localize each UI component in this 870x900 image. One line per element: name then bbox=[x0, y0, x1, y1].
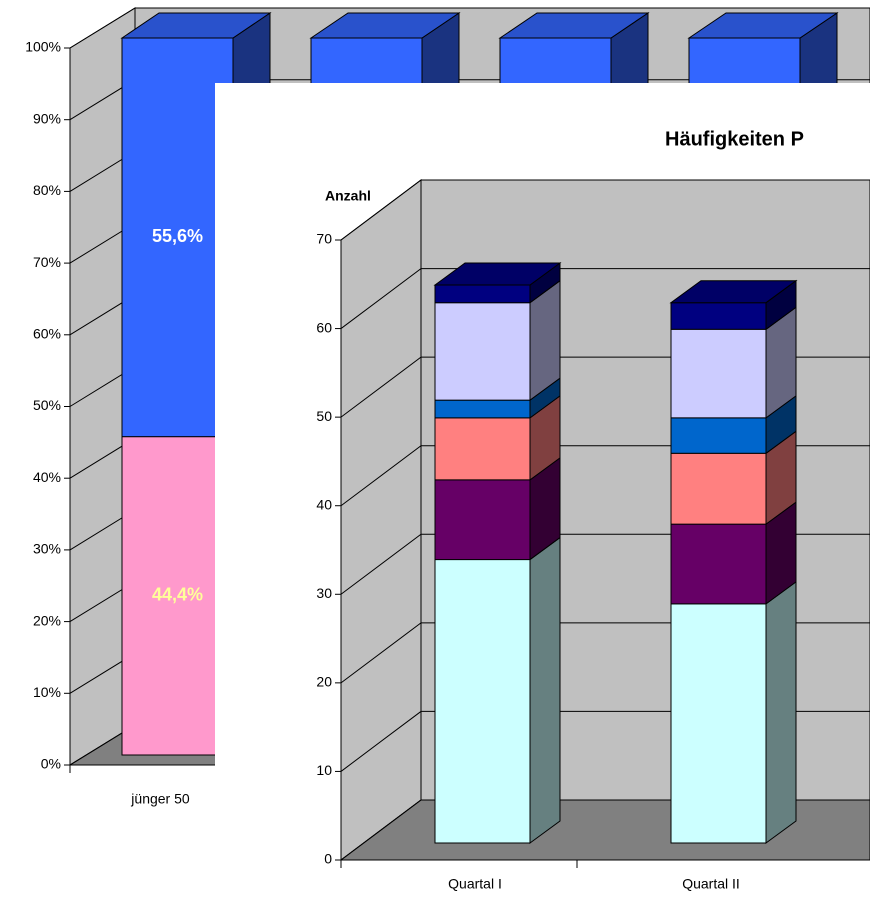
y-tick-label: 50 bbox=[316, 408, 332, 424]
y-tick-label: 40 bbox=[316, 496, 332, 512]
front-chart: Häufigkeiten P Anzahl 0 10 20 30 40 50 60 70 Qua… bbox=[316, 128, 870, 892]
y-tick-label: 30% bbox=[33, 541, 61, 557]
bar-segment bbox=[670, 302, 767, 330]
y-tick-label: 90% bbox=[33, 110, 61, 126]
y-tick-label: 0% bbox=[41, 756, 61, 772]
bar-segment bbox=[670, 603, 767, 844]
bar-top bbox=[433, 262, 562, 286]
y-tick-label: 30 bbox=[316, 585, 332, 601]
bar-segment bbox=[670, 328, 767, 419]
y-tick-label: 0 bbox=[324, 851, 332, 867]
y-tick-label: 20 bbox=[316, 674, 332, 690]
y-tick-label: 10% bbox=[33, 684, 61, 700]
grid-line bbox=[340, 179, 870, 241]
bar-segment bbox=[670, 417, 767, 454]
data-label: 44,4% bbox=[152, 585, 203, 605]
bar-top bbox=[309, 12, 461, 39]
x-tick-label: Quartal I bbox=[448, 876, 502, 892]
y-tick-label: 50% bbox=[33, 397, 61, 413]
bar-segment bbox=[670, 452, 767, 525]
bar-segment bbox=[434, 284, 531, 304]
bar-top bbox=[498, 12, 650, 39]
bar-top bbox=[120, 12, 272, 39]
bar-segment bbox=[121, 37, 234, 438]
grid-line bbox=[340, 268, 870, 329]
bar-segment bbox=[670, 523, 767, 605]
bar-segment bbox=[434, 417, 531, 481]
y-tick-label: 60% bbox=[33, 326, 61, 342]
x-tick-label: jünger 50 bbox=[130, 791, 190, 807]
y-tick-label: 70% bbox=[33, 254, 61, 270]
bar-side bbox=[765, 580, 797, 844]
y-tick-label: 10 bbox=[316, 762, 332, 778]
x-tick-label: Quartal II bbox=[682, 876, 740, 892]
chart-title: Häufigkeiten P bbox=[665, 128, 804, 150]
data-label: 55,6% bbox=[152, 226, 203, 246]
y-tick-label: 60 bbox=[316, 319, 332, 335]
bar-top bbox=[669, 280, 798, 304]
y-tick-label: 20% bbox=[33, 612, 61, 628]
bar-segment bbox=[121, 436, 234, 756]
y-tick-label: 40% bbox=[33, 469, 61, 485]
bar-side bbox=[529, 536, 561, 844]
y-tick-label: 80% bbox=[33, 182, 61, 198]
y-tick-label: 70 bbox=[316, 231, 332, 247]
bar-segment bbox=[434, 559, 531, 844]
y-axis-label: Anzahl bbox=[325, 188, 371, 204]
y-tick-label: 100% bbox=[25, 39, 61, 55]
bar-segment bbox=[434, 479, 531, 561]
bar-top bbox=[687, 12, 839, 39]
bar-segment bbox=[434, 302, 531, 401]
grid-line bbox=[69, 7, 870, 49]
side-wall bbox=[340, 179, 422, 861]
bar-segment bbox=[434, 399, 531, 419]
